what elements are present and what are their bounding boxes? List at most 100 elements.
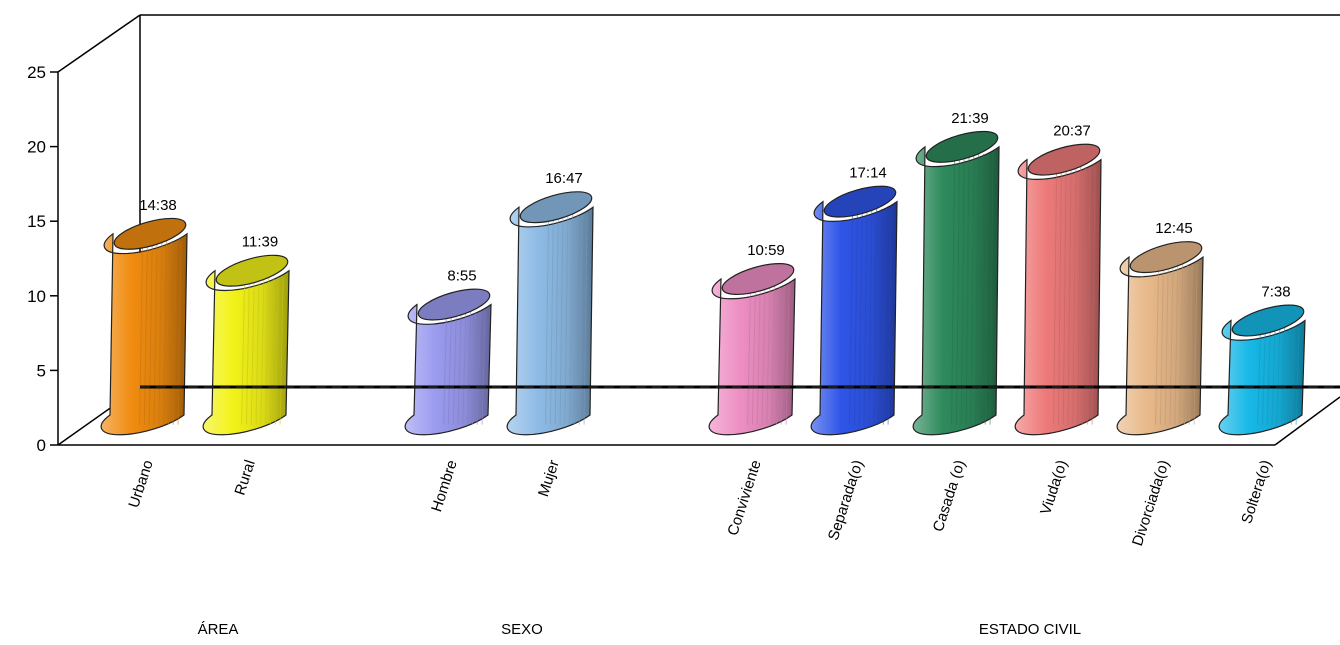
bar-shading-line: [877, 208, 882, 425]
bar-shading-line: [471, 311, 476, 425]
bar-top: [823, 185, 897, 218]
bar-shading-line: [1091, 166, 1096, 425]
bar-shading-line: [1067, 166, 1072, 425]
bar-divorciada-o: [1116, 241, 1204, 436]
bar-shading-line: [1285, 327, 1290, 425]
bar-shading-line: [751, 286, 756, 425]
bar-top: [113, 217, 187, 250]
bar-casada-o: [912, 130, 1000, 436]
bar-body: [202, 269, 290, 436]
bar-body: [506, 206, 594, 436]
bar-top: [215, 254, 289, 287]
bar-shading-line: [1295, 327, 1300, 425]
bar-shading-line: [989, 154, 994, 425]
bar-shading-line: [153, 241, 158, 425]
bar-shading-line: [873, 208, 878, 425]
bar-shading-line: [863, 208, 868, 425]
bar-top: [519, 191, 593, 224]
bar-shading-line: [250, 277, 255, 425]
bar-shading-line: [1159, 264, 1164, 425]
bar-shading-line: [975, 154, 980, 425]
bar-shading-line: [443, 311, 448, 425]
category-label-conviviente: Conviviente: [724, 458, 764, 538]
bar-shading-line: [1266, 327, 1271, 425]
bar-shading-line: [1174, 264, 1179, 425]
y-axis-ticks: 0 5 10 15 20 25: [27, 63, 58, 455]
bar-shading-line: [858, 208, 863, 425]
bar-shading-line: [1276, 327, 1281, 425]
bar-shading-line: [447, 311, 452, 425]
bar-shading-line: [143, 241, 148, 425]
bar-top: [417, 288, 491, 321]
bar-shading-line: [965, 154, 970, 425]
bar-viuda-o: [1014, 143, 1102, 436]
value-label-divorciada-o: 12:45: [1155, 220, 1193, 237]
bars: [100, 130, 1306, 436]
group-label-area: ÁREA: [198, 621, 239, 638]
left-wall-top-edge: [57, 14, 141, 73]
value-labels: 14:38 11:39 8:55 16:47 10:59 17:14 21:39 20:37 1…: [139, 110, 1290, 301]
bar-shading-line: [766, 286, 771, 425]
y-tick-label: 0: [37, 436, 46, 455]
bar-shading-line: [984, 154, 989, 425]
bar-conviviente: [708, 263, 796, 436]
bar-shading-line: [1261, 327, 1266, 425]
bar-shading-line: [761, 286, 766, 425]
category-label-urbano: Urbano: [125, 458, 156, 510]
bar-shading-line: [970, 154, 975, 425]
bar-shading-line: [578, 214, 583, 425]
bar-top: [1231, 304, 1305, 337]
bar-shading-line: [756, 286, 761, 425]
bar-shading-line: [457, 311, 462, 425]
bar-shading-line: [269, 277, 274, 425]
bar-shading-line: [139, 241, 144, 425]
bar-shading-line: [1271, 327, 1276, 425]
bar-shading-line: [1086, 166, 1091, 425]
group-labels: ÁREA SEXO ESTADO CIVIL: [198, 621, 1082, 638]
bar-shading-line: [1072, 166, 1077, 425]
bar-shading-line: [771, 286, 776, 425]
y-tick-label: 20: [27, 138, 46, 157]
bar-shading-line: [569, 214, 574, 425]
bar-shading-line: [564, 214, 569, 425]
bar-body: [404, 303, 492, 436]
bar-shading-line: [775, 286, 780, 425]
value-label-mujer: 16:47: [545, 170, 583, 187]
bar-shading-line: [177, 241, 182, 425]
bar-shading-line: [545, 214, 550, 425]
bar-shading-line: [849, 208, 854, 425]
bar-shading-line: [887, 208, 892, 425]
bar-shading-line: [785, 286, 790, 425]
bar-shading-line: [476, 311, 481, 425]
bar-shading-line: [747, 286, 752, 425]
bar-body: [810, 200, 898, 436]
bar-shading-line: [554, 214, 559, 425]
bar-shading-line: [467, 311, 472, 425]
category-label-separada-o: Separada(o): [825, 458, 867, 543]
bar-rural: [202, 254, 290, 436]
category-label-hombre: Hombre: [428, 458, 461, 514]
category-label-mujer: Mujer: [535, 458, 563, 499]
bar-top: [925, 130, 999, 163]
bar-shading-line: [1155, 264, 1160, 425]
y-tick-label: 15: [27, 212, 46, 231]
bar-shading-line: [559, 214, 564, 425]
bar-shading-line: [1057, 166, 1062, 425]
value-label-urbano: 14:38: [139, 197, 177, 214]
category-label-soltera-o: Soltera(o): [1238, 458, 1275, 526]
bar-shading-line: [1062, 166, 1067, 425]
category-label-viuda-o: Viuda(o): [1037, 458, 1071, 517]
value-label-viuda-o: 20:37: [1053, 123, 1091, 140]
category-labels: Urbano Rural Hombre Mujer Conviviente Separad…: [125, 458, 1274, 548]
bar-shading-line: [1188, 264, 1193, 425]
bar-urbano: [100, 217, 188, 436]
bar-shading-line: [1193, 264, 1198, 425]
group-label-estado-civil: ESTADO CIVIL: [979, 621, 1081, 638]
bar-shading-line: [452, 311, 457, 425]
bar-shading-line: [265, 277, 270, 425]
value-label-hombre: 8:55: [447, 268, 476, 285]
bar-shading-line: [1164, 264, 1169, 425]
bar-shading-line: [1053, 166, 1058, 425]
value-label-conviviente: 10:59: [747, 242, 785, 259]
